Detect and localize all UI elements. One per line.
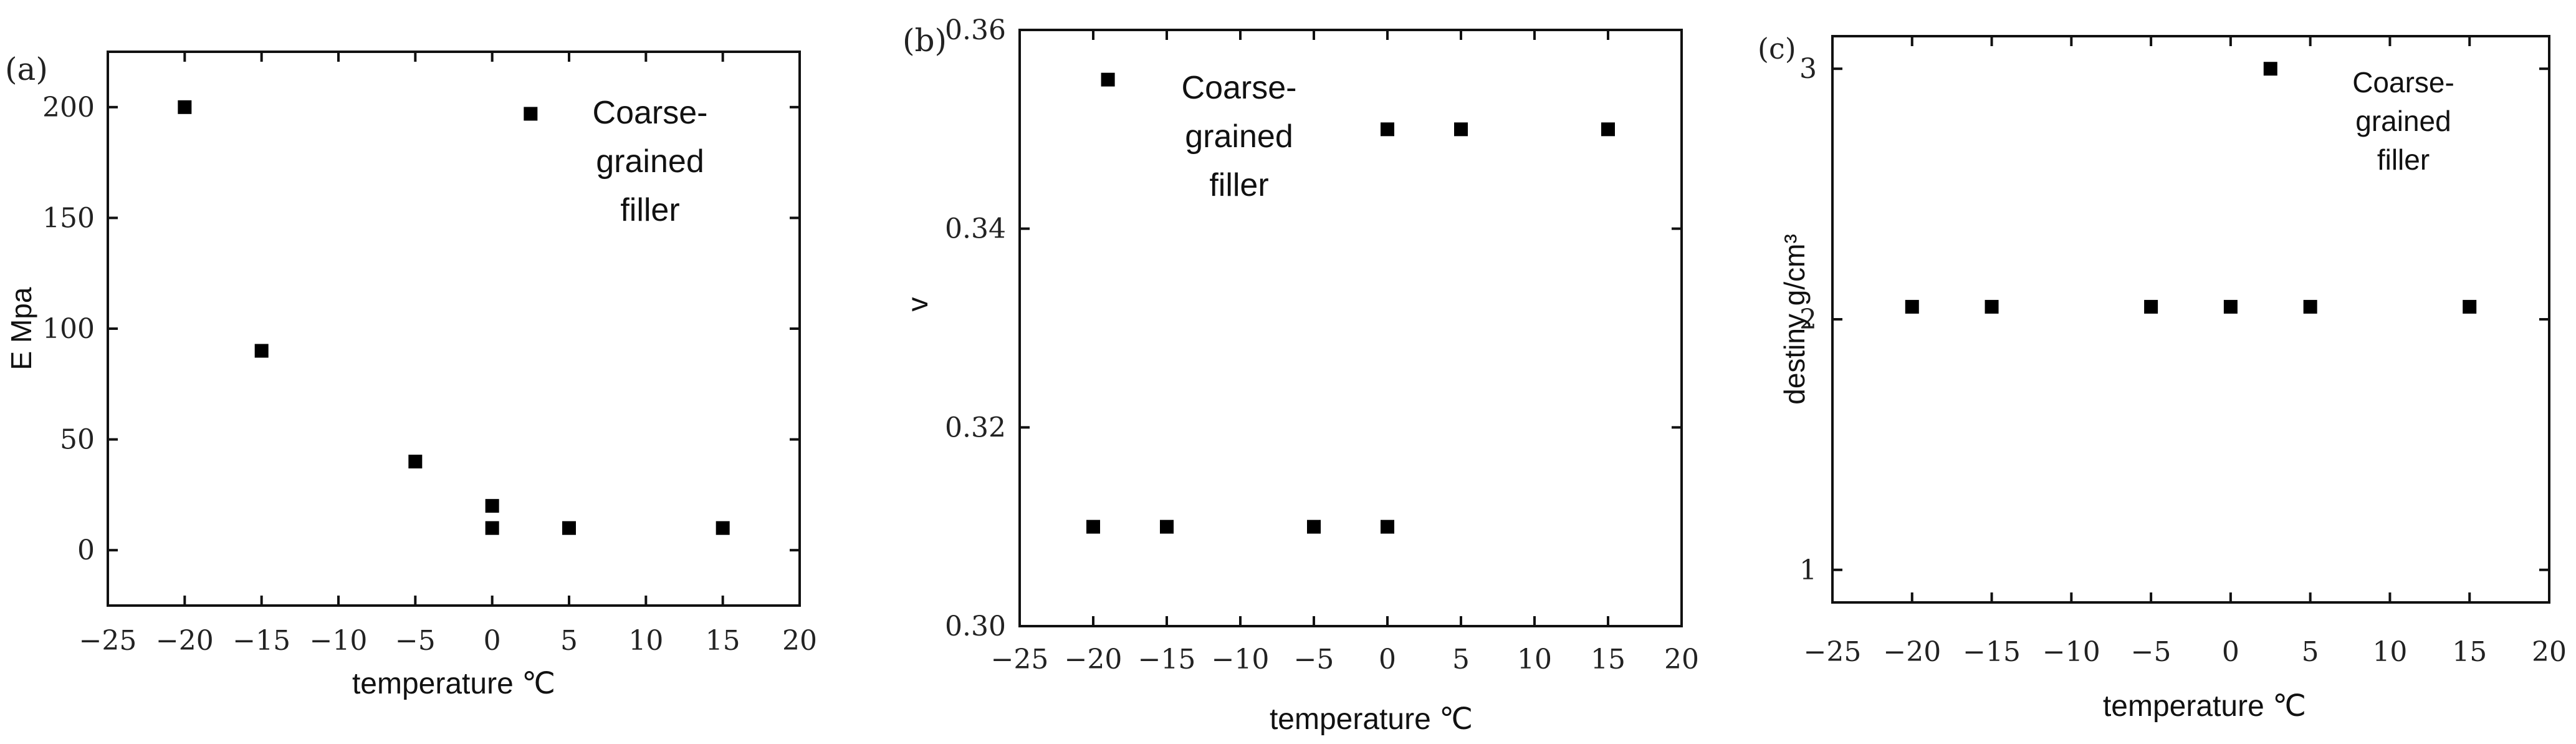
y-tick-label: 0.36 (945, 14, 1006, 46)
chart-panel-1: (a)−25 −20 −15 −10 −5 0 5 10 15 20050100150200tem… (5, 51, 817, 700)
panel-letter: (b) (903, 22, 947, 59)
data-point (1905, 299, 1919, 314)
y-tick-label: 200 (42, 92, 95, 123)
annotation-line: grained (596, 143, 704, 180)
y-tick-label: 0.34 (945, 213, 1006, 245)
annotation-line: Coarse- (593, 95, 708, 131)
x-tick-label: 15 (706, 625, 740, 657)
data-point (2303, 299, 2317, 314)
panel-letter: (a) (5, 51, 48, 87)
plot-frame (107, 51, 801, 607)
data-point (1381, 519, 1394, 534)
x-tick-label: 0 (2222, 636, 2239, 668)
data-point (2263, 62, 2277, 76)
x-tick-label: −5 (2131, 636, 2171, 668)
x-tick-label: 20 (2532, 636, 2567, 668)
data-point (485, 521, 499, 535)
x-tick-label: 20 (782, 625, 817, 657)
y-tick-label: 2 (1799, 304, 1817, 336)
x-tick-label: −10 (2042, 636, 2100, 668)
data-point (254, 344, 269, 358)
x-tick-label: 10 (628, 625, 663, 657)
x-tick-label: −25 (79, 625, 137, 657)
x-tick-label: 0 (1379, 644, 1396, 675)
x-tick-label: 20 (1664, 644, 1699, 675)
x-tick-label: 5 (1452, 644, 1470, 675)
data-point (2463, 299, 2477, 314)
x-tick-label: −10 (1212, 644, 1270, 675)
x-tick-label: −20 (1883, 636, 1941, 668)
data-point (178, 100, 192, 114)
y-axis-label: E Mpa (5, 287, 37, 370)
x-tick-label: −10 (310, 625, 368, 657)
data-point (1086, 519, 1100, 534)
x-tick-label: 15 (2452, 636, 2487, 668)
panel-letter: (c) (1758, 32, 1796, 65)
chart-panel-2: (b) −25 −20 −15 −10 −5 0 5 10 15 20 0.30 0.32 0.34 0.3… (901, 14, 1699, 736)
data-point (2223, 299, 2238, 314)
data-point (408, 455, 423, 469)
annotation-line: filler (2377, 143, 2430, 176)
data-point (1381, 122, 1394, 137)
y-tick-label: 0.30 (945, 611, 1006, 642)
x-tick-label: 10 (1517, 644, 1552, 675)
annotation-line: filler (1209, 167, 1268, 203)
x-tick-label: −25 (991, 644, 1049, 675)
y-axis-label: v (901, 297, 934, 312)
x-tick-label: −25 (1804, 636, 1862, 668)
data-point (1985, 299, 1999, 314)
y-tick-label: 1 (1799, 554, 1817, 586)
plot-frame (1018, 29, 1683, 627)
x-axis-label: temperature ℃ (352, 667, 555, 700)
annotation-line: Coarse- (2352, 66, 2454, 99)
data-point (1307, 519, 1321, 534)
data-point (1101, 72, 1115, 87)
y-tick-label: 150 (42, 202, 95, 234)
data-point (716, 521, 730, 535)
x-tick-label: 0 (484, 625, 501, 657)
x-tick-label: −20 (156, 625, 214, 657)
data-point (1601, 122, 1615, 137)
x-tick-label: −15 (1963, 636, 2021, 668)
annotation-line: filler (620, 192, 679, 228)
y-axis-label: destiny g/cm³ (1778, 234, 1811, 405)
x-tick-label: −15 (1138, 644, 1196, 675)
x-tick-label: 10 (2372, 636, 2407, 668)
annotation-line: grained (1185, 118, 1293, 155)
x-tick-label: 15 (1591, 644, 1626, 675)
x-tick-label: −5 (395, 625, 436, 657)
y-tick-label: 0 (77, 534, 95, 566)
data-point (562, 521, 576, 535)
x-tick-label: −20 (1065, 644, 1123, 675)
data-point (1454, 122, 1468, 137)
data-point (485, 499, 499, 513)
x-axis-label: temperature ℃ (2103, 690, 2306, 723)
annotation-line: Coarse- (1182, 70, 1297, 106)
x-tick-label: −15 (232, 625, 290, 657)
x-tick-label: −5 (1294, 644, 1334, 675)
data-point (2144, 299, 2158, 314)
x-axis-label: temperature ℃ (1270, 703, 1473, 736)
y-tick-label: 3 (1799, 53, 1817, 85)
data-point (524, 107, 538, 121)
chart-panel-3: (c) −25 −20 −15 −10 −5 0 5 10 15 20 1 2 3 temperature … (1758, 32, 2567, 723)
y-tick-label: 50 (60, 424, 95, 456)
y-tick-label: 100 (42, 313, 95, 345)
x-tick-label: 5 (2302, 636, 2319, 668)
y-tick-label: 0.32 (945, 412, 1006, 443)
x-tick-label: 5 (560, 625, 578, 657)
data-point (1160, 519, 1174, 534)
annotation-line: grained (2355, 105, 2451, 137)
